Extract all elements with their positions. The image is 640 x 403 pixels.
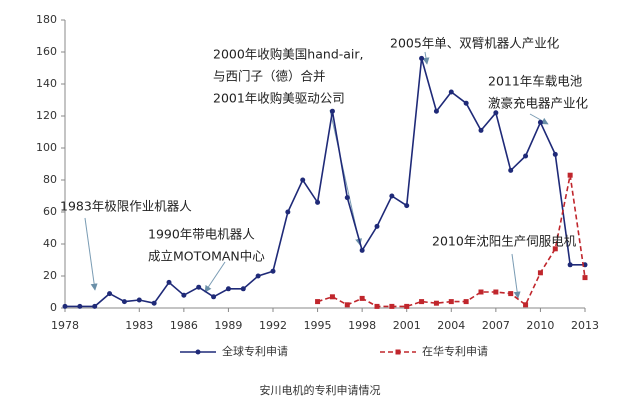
annotation: 2005年单、双臂机器人产业化 xyxy=(390,36,560,51)
annotation: 1990年带电机器人 xyxy=(148,227,255,242)
point xyxy=(508,167,514,173)
point xyxy=(419,55,425,61)
point xyxy=(344,195,350,201)
point xyxy=(196,284,202,290)
x-tick-label: 2004 xyxy=(437,319,465,332)
y-tick-label: 60 xyxy=(43,205,57,218)
point xyxy=(315,299,321,305)
point xyxy=(181,292,187,298)
point xyxy=(463,299,469,305)
point xyxy=(433,108,439,114)
point xyxy=(344,302,350,308)
point xyxy=(493,289,499,295)
y-tick-label: 140 xyxy=(36,77,57,90)
annotation-arrows xyxy=(84,51,549,299)
point xyxy=(389,193,395,199)
point xyxy=(92,303,98,309)
point xyxy=(255,273,261,279)
annotation: 2010年沈阳生产伺服电机 xyxy=(432,234,577,249)
point xyxy=(285,209,291,215)
point xyxy=(389,303,395,309)
y-tick-label: 180 xyxy=(36,13,57,26)
point xyxy=(77,303,83,309)
annotation: 2000年收购美国hand-air, xyxy=(213,47,364,62)
point xyxy=(448,299,454,305)
point xyxy=(359,247,365,253)
point xyxy=(404,203,410,209)
point xyxy=(62,303,68,309)
x-tick-label: 2010 xyxy=(526,319,554,332)
point xyxy=(329,108,335,114)
point xyxy=(359,295,365,301)
point xyxy=(419,299,425,305)
legend-label: 全球专利申请 xyxy=(222,344,288,358)
point xyxy=(567,172,573,178)
point xyxy=(478,127,484,133)
x-tick-label: 1983 xyxy=(125,319,153,332)
point xyxy=(404,303,410,309)
point xyxy=(552,246,558,252)
point xyxy=(374,223,380,229)
point xyxy=(537,270,543,276)
annotation: 成立MOTOMAN中心 xyxy=(148,249,265,264)
point xyxy=(523,153,529,159)
point xyxy=(552,151,558,157)
point xyxy=(270,268,276,274)
x-tick-label: 1978 xyxy=(51,319,79,332)
point xyxy=(300,177,306,183)
point xyxy=(315,199,321,205)
y-tick-label: 100 xyxy=(36,141,57,154)
x-tick-label: 1989 xyxy=(214,319,242,332)
point xyxy=(374,303,380,309)
x-tick-label: 2001 xyxy=(393,319,421,332)
y-tick-label: 80 xyxy=(43,173,57,186)
x-tick-label: 1986 xyxy=(170,319,198,332)
point xyxy=(567,262,573,268)
point xyxy=(463,100,469,106)
point xyxy=(121,299,127,305)
point xyxy=(166,279,172,285)
point xyxy=(211,294,217,300)
x-tick-label: 1998 xyxy=(348,319,376,332)
point xyxy=(537,119,543,125)
annotation: 2001年收购美驱动公司 xyxy=(213,91,345,106)
x-tick-label: 1992 xyxy=(259,319,287,332)
point xyxy=(433,300,439,306)
point xyxy=(329,294,335,300)
y-tick-label: 120 xyxy=(36,109,57,122)
y-tick-label: 160 xyxy=(36,45,57,58)
annotation: 激豪充电器产业化 xyxy=(488,96,589,111)
legend-marker xyxy=(195,349,201,355)
point xyxy=(523,302,529,308)
legend-marker xyxy=(395,349,401,355)
point xyxy=(582,275,588,281)
point xyxy=(151,300,157,306)
point xyxy=(107,291,113,297)
y-tick-label: 0 xyxy=(50,301,57,314)
point xyxy=(493,110,499,116)
point xyxy=(478,289,484,295)
caption: 安川电机的专利申请情况 xyxy=(260,383,381,397)
x-tick-label: 2013 xyxy=(571,319,599,332)
point xyxy=(240,286,246,292)
annotation: 1983年极限作业机器人 xyxy=(60,199,192,214)
y-tick-label: 40 xyxy=(43,237,57,250)
legend-label: 在华专利申请 xyxy=(422,344,488,358)
point xyxy=(225,286,231,292)
x-tick-label: 2007 xyxy=(482,319,510,332)
series-line xyxy=(65,58,585,308)
point xyxy=(448,89,454,95)
annotation: 2011年车载电池 xyxy=(488,74,583,89)
point xyxy=(136,297,142,303)
y-tick-label: 20 xyxy=(43,269,57,282)
point xyxy=(508,291,514,297)
annotation: 与西门子（德）合并 xyxy=(213,69,326,84)
x-tick-label: 1995 xyxy=(304,319,332,332)
